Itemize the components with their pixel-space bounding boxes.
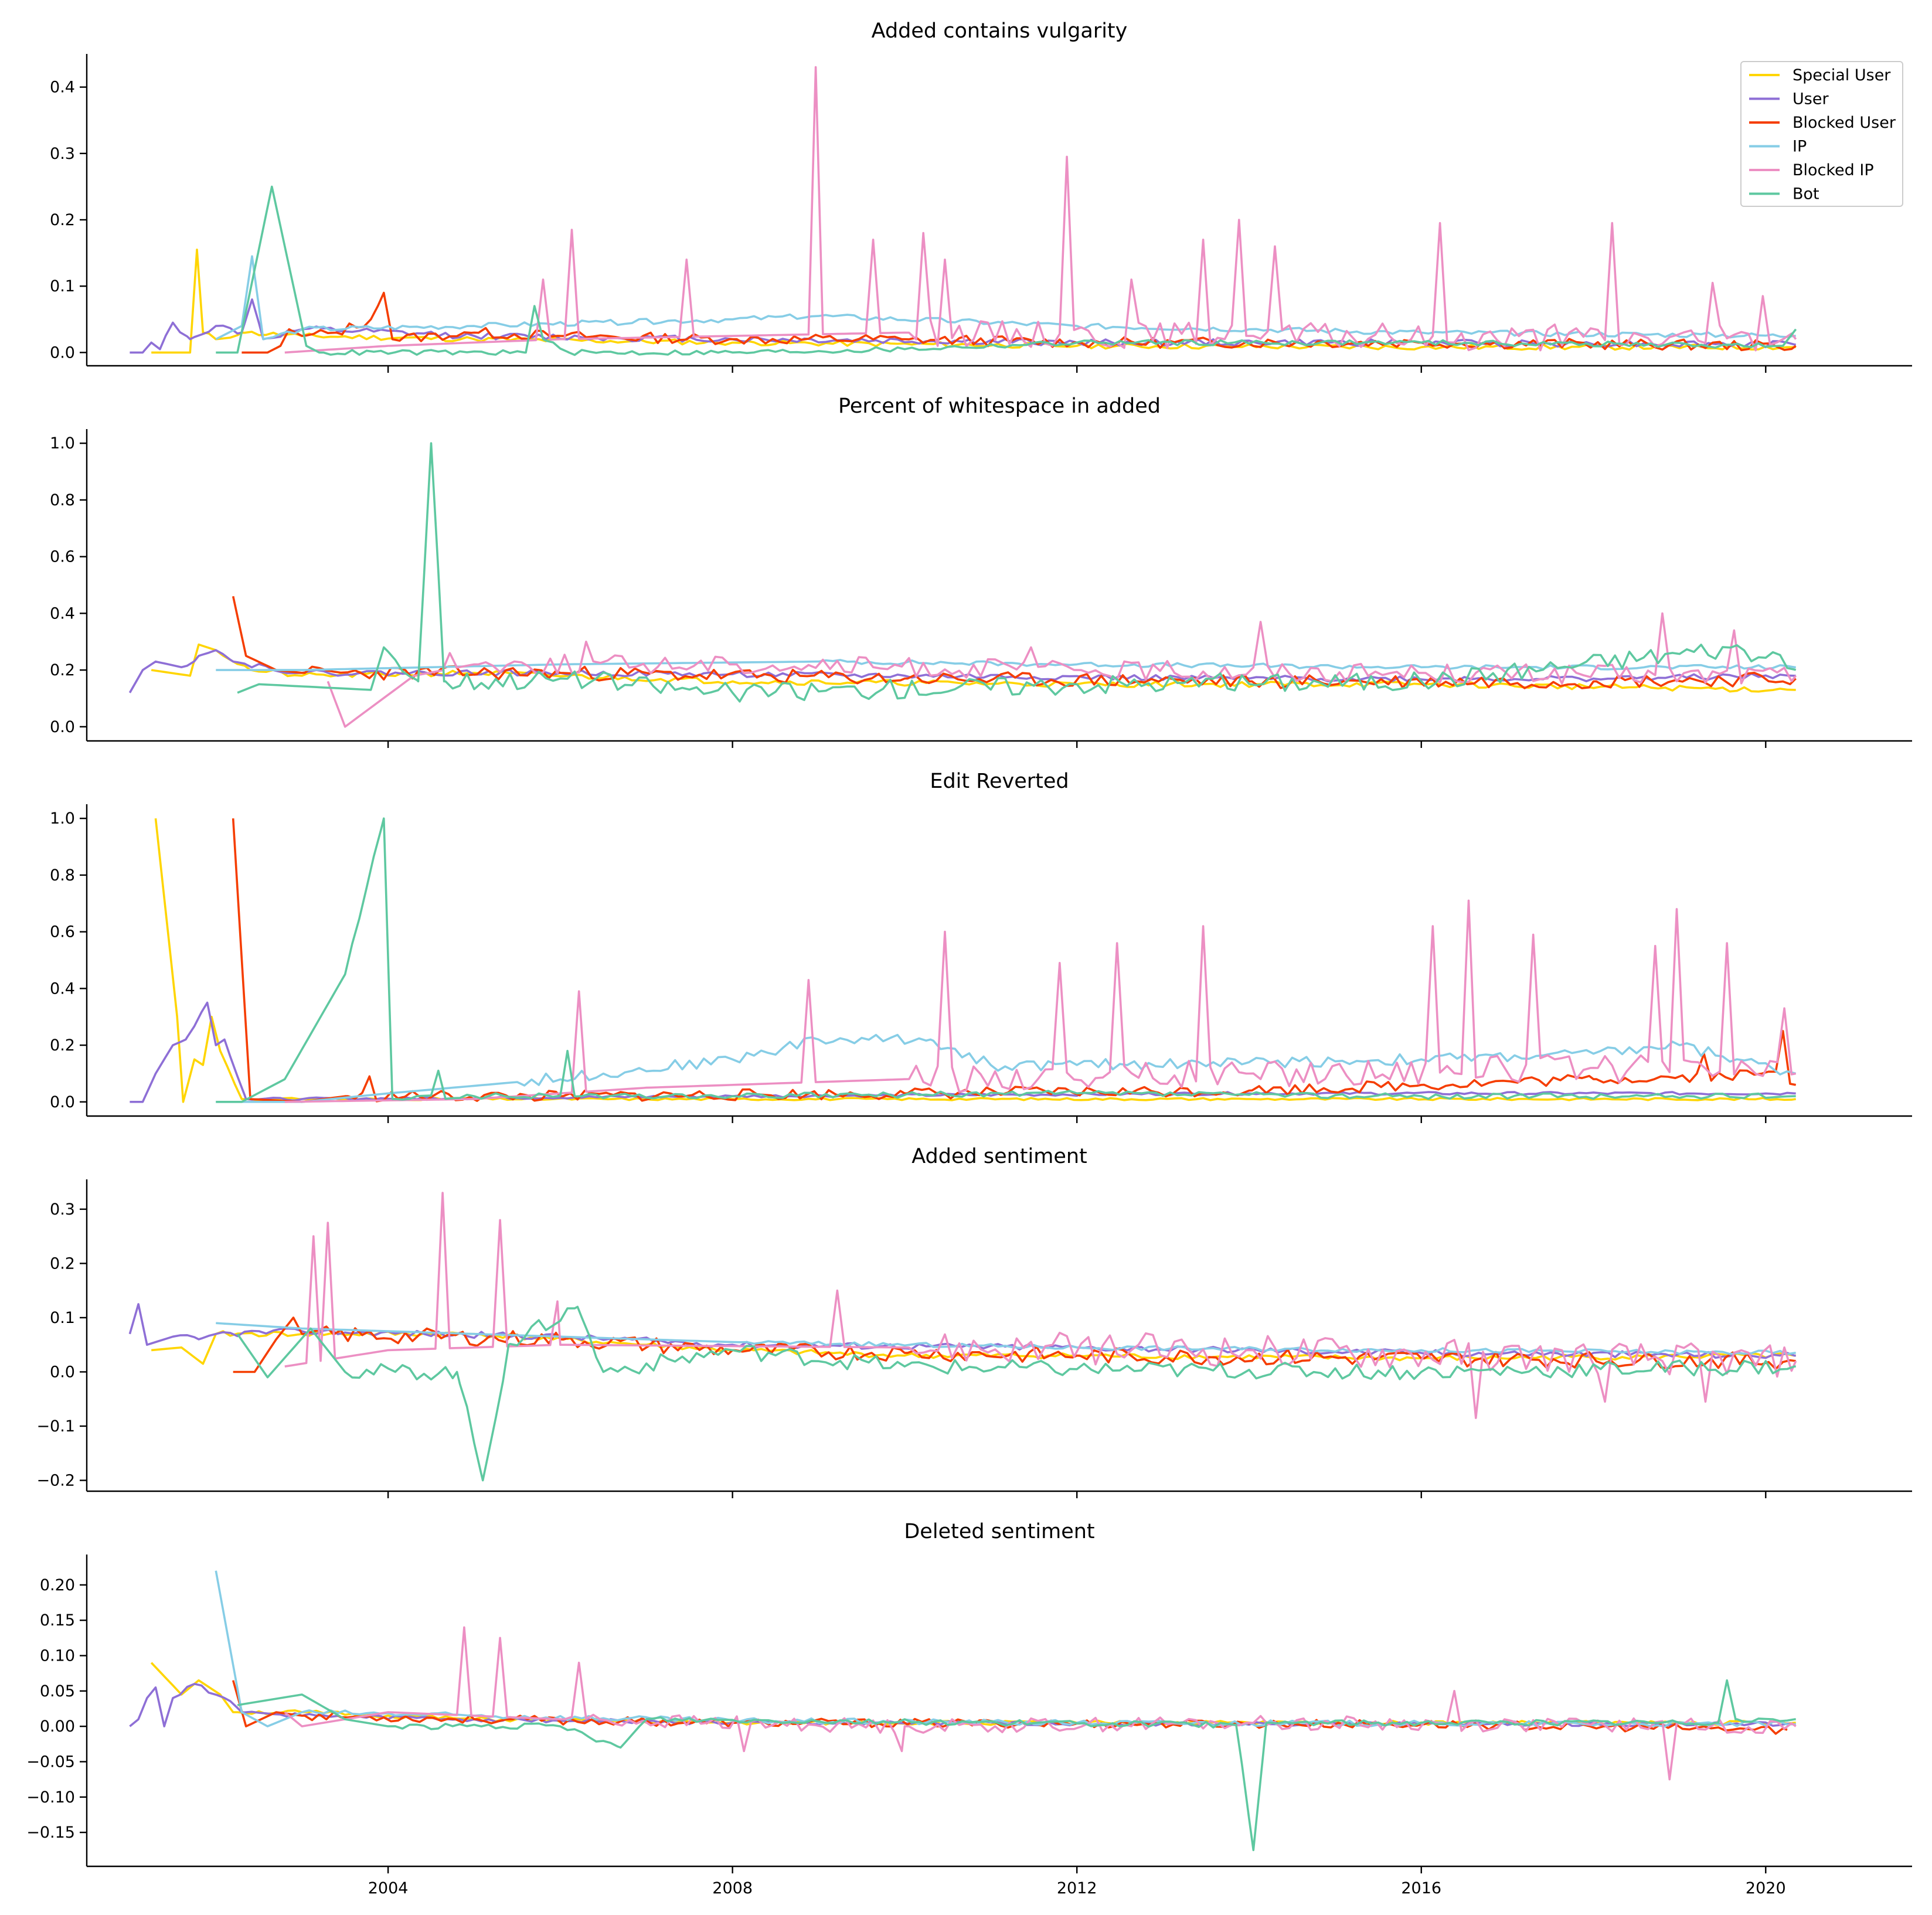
panel-4: Added sentiment −0.2 −0.1 0.0 0.1 0.2 0.3	[36, 1145, 1912, 1498]
y-tick-label: −0.1	[36, 1417, 75, 1436]
series-line-blocked-ip	[284, 66, 1797, 354]
panel-3: Edit Reverted 0.0 0.2 0.4 0.6 0.8 1.0	[50, 770, 1912, 1123]
y-tick-label: 0.2	[50, 661, 75, 679]
series-line-ip	[216, 1033, 1797, 1103]
y-tick-label: 0.1	[50, 1309, 75, 1327]
y-tick-label: 1.0	[50, 434, 75, 453]
series-group	[128, 442, 1797, 728]
x-tick-label: 2020	[1746, 1879, 1786, 1897]
y-tick-label: 0.10	[40, 1647, 75, 1665]
y-tick-label: 0.2	[50, 1254, 75, 1273]
y-tick-label: −0.05	[26, 1753, 75, 1771]
series-line-blocked-ip	[284, 1192, 1797, 1419]
panel-2: Percent of whitespace in added 0.0 0.2 0.4 0…	[50, 394, 1912, 748]
legend: Special User User Blocked User IP Blocked IP…	[1740, 61, 1903, 207]
series-line-special-user	[154, 818, 1796, 1103]
y-tick-label: 0.0	[50, 1093, 75, 1111]
series-line-special-user	[151, 1330, 1796, 1365]
y-tick-label: 0.2	[50, 1036, 75, 1055]
panel-1: Added contains vulgarity 0.0 0.1 0.2 0.3 0.4	[50, 19, 1912, 373]
y-tick-label: 0.4	[50, 79, 75, 97]
x-tick-label: 2012	[1057, 1879, 1097, 1897]
panel-title: Deleted sentiment	[904, 1520, 1094, 1543]
y-tick-label: −0.10	[26, 1788, 75, 1807]
series-line-bot	[237, 1679, 1796, 1852]
series-line-blocked-user	[232, 596, 1797, 689]
x-tick-label: 2004	[368, 1879, 409, 1897]
legend-label: Special User	[1792, 66, 1891, 84]
y-tick-label: 0.20	[40, 1576, 75, 1594]
y-tick-label: 0.4	[50, 604, 75, 623]
y-tick-label: 0.3	[50, 1200, 75, 1219]
series-group	[129, 1570, 1797, 1852]
y-tick-label: 0.15	[40, 1611, 75, 1630]
y-tick-label: 0.8	[50, 866, 75, 885]
y-tick-label: 0.2	[50, 211, 75, 229]
series-group	[130, 817, 1797, 1103]
y-tick-label: 0.0	[50, 343, 75, 362]
x-tick-label: 2016	[1401, 1879, 1441, 1897]
legend-label: Blocked User	[1792, 114, 1896, 132]
y-tick-label: −0.15	[26, 1824, 75, 1842]
series-line-user	[130, 1001, 1796, 1103]
y-tick-label: 0.3	[50, 145, 75, 163]
legend-label: IP	[1792, 138, 1807, 156]
legend-box	[1740, 61, 1903, 207]
y-tick-label: 1.0	[50, 809, 75, 828]
y-tick-label: 0.0	[50, 718, 75, 736]
y-tick-label: 0.4	[50, 979, 75, 998]
series-line-ip	[215, 255, 1796, 341]
y-tick-label: 0.6	[50, 923, 75, 941]
series-group	[128, 1192, 1797, 1482]
series-line-blocked-user	[232, 818, 1797, 1103]
series-line-bot	[237, 442, 1797, 703]
legend-label: Blocked IP	[1792, 161, 1874, 179]
panel-title: Percent of whitespace in added	[838, 394, 1161, 418]
y-tick-label: 0.8	[50, 491, 75, 509]
series-line-bot	[236, 1305, 1796, 1482]
series-line-blocked-ip	[284, 1626, 1797, 1781]
legend-label: User	[1792, 90, 1829, 108]
series-line-user	[128, 649, 1796, 693]
series-line-blocked-ip	[326, 612, 1797, 728]
series-group	[130, 66, 1797, 356]
y-tick-label: −0.2	[36, 1471, 75, 1489]
panel-5: Deleted sentiment −0.15 −0.10 −0.05 0.00 0.05…	[26, 1520, 1912, 1897]
series-line-ip	[215, 1570, 1796, 1728]
y-tick-label: 0.00	[40, 1717, 75, 1736]
series-line-blocked-ip	[284, 899, 1797, 1103]
y-tick-label: 0.0	[50, 1363, 75, 1381]
series-line-bot	[216, 185, 1797, 356]
y-tick-label: 0.05	[40, 1682, 75, 1700]
y-tick-label: 0.6	[50, 548, 75, 566]
series-line-bot	[216, 817, 1796, 1103]
panel-title: Edit Reverted	[930, 770, 1069, 793]
panel-title: Added contains vulgarity	[872, 19, 1128, 43]
legend-label: Bot	[1792, 185, 1819, 203]
series-line-ip	[216, 659, 1796, 671]
x-tick-label: 2008	[712, 1879, 753, 1897]
y-tick-label: 0.1	[50, 277, 75, 295]
panel-title: Added sentiment	[911, 1145, 1087, 1168]
